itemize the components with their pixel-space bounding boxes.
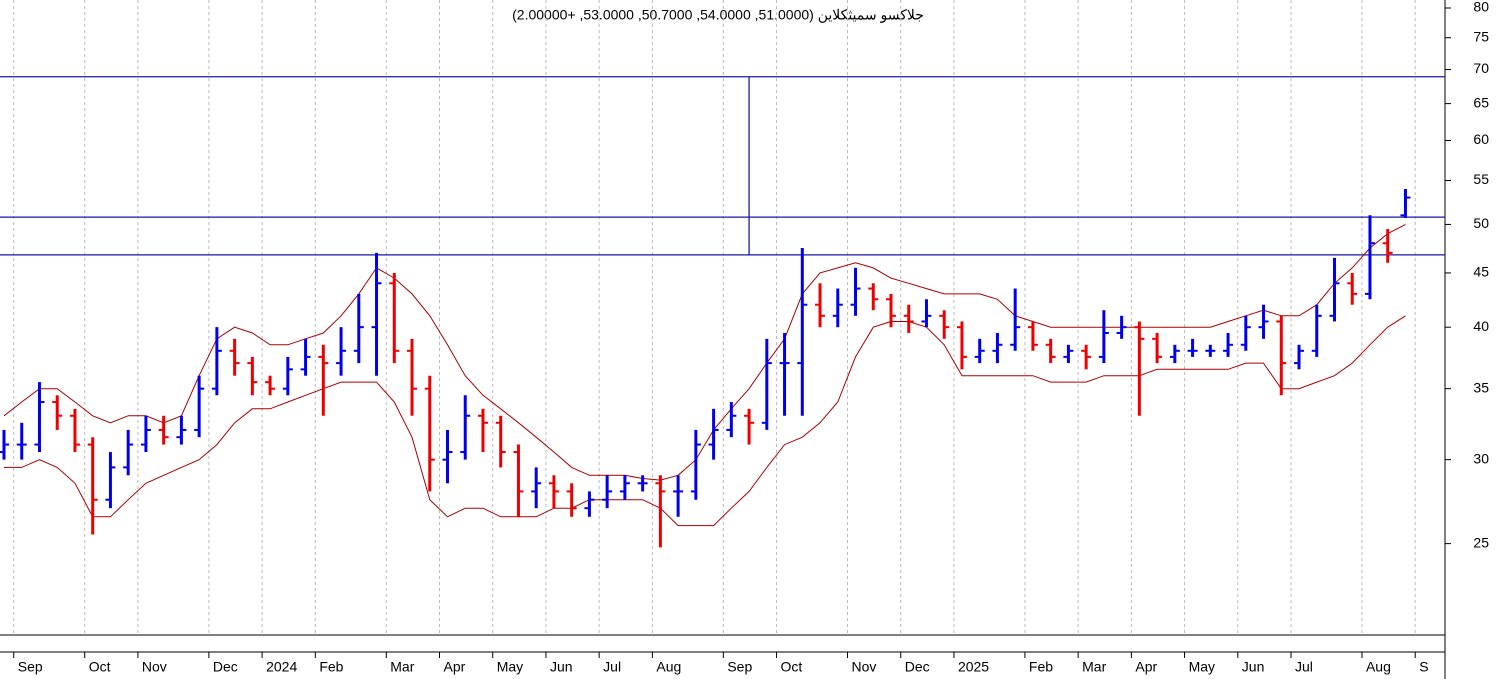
x-tick-label: Jun xyxy=(550,659,573,675)
x-tick-label: Dec xyxy=(905,659,930,675)
x-tick-label: Nov xyxy=(852,659,877,675)
x-tick-label: May xyxy=(1189,659,1215,675)
x-tick-label: 2024 xyxy=(266,659,297,675)
x-tick-label: Nov xyxy=(142,659,167,675)
y-tick-label: 35 xyxy=(1473,379,1489,395)
y-tick-label: 70 xyxy=(1473,60,1489,76)
x-tick-label: Sep xyxy=(727,659,752,675)
y-tick-label: 80 xyxy=(1473,0,1489,15)
x-tick-label: May xyxy=(497,659,523,675)
bollinger-band xyxy=(4,315,1406,527)
x-tick-label: Jun xyxy=(1242,659,1265,675)
y-tick-label: 65 xyxy=(1473,94,1489,110)
x-tick-label: Aug xyxy=(1366,659,1391,675)
x-tick-label: Oct xyxy=(781,659,803,675)
x-tick-label: Mar xyxy=(390,659,414,675)
x-tick-label: Jul xyxy=(603,659,621,675)
x-tick-label: Feb xyxy=(1029,659,1053,675)
y-tick-label: 60 xyxy=(1473,131,1489,147)
y-tick-label: 30 xyxy=(1473,450,1489,466)
x-tick-label: S xyxy=(1419,659,1428,675)
x-tick-label: Feb xyxy=(319,659,343,675)
y-tick-label: 25 xyxy=(1473,534,1489,550)
bollinger-band xyxy=(3,223,1406,481)
y-tick-label: 50 xyxy=(1473,215,1489,231)
x-tick-label: Oct xyxy=(89,659,111,675)
x-tick-label: Dec xyxy=(213,659,238,675)
x-tick-label: Jul xyxy=(1295,659,1313,675)
chart-title: جلاكسو سميثكلاين (51.0000, 54.0000, 50.7… xyxy=(512,7,924,24)
x-tick-label: Mar xyxy=(1082,659,1106,675)
y-tick-label: 45 xyxy=(1473,264,1489,280)
x-tick-label: 2025 xyxy=(958,659,989,675)
x-tick-label: Apr xyxy=(1135,659,1157,675)
y-tick-label: 75 xyxy=(1473,28,1489,44)
x-tick-label: Aug xyxy=(656,659,681,675)
y-tick-label: 55 xyxy=(1473,171,1489,187)
x-tick-label: Apr xyxy=(444,659,466,675)
y-tick-label: 40 xyxy=(1473,318,1489,334)
x-tick-label: Sep xyxy=(18,659,43,675)
